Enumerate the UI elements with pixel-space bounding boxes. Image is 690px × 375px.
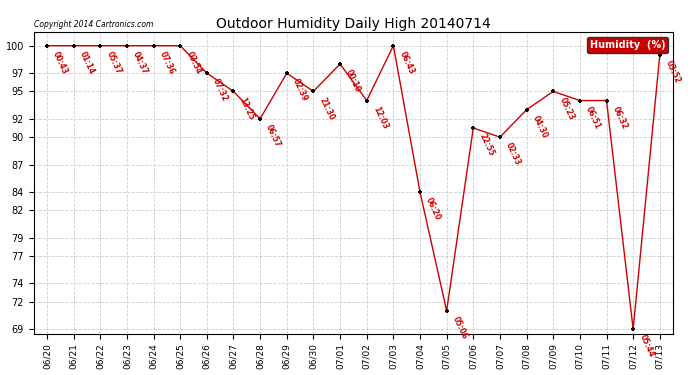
Point xyxy=(308,88,319,94)
Text: 06:51: 06:51 xyxy=(584,105,602,130)
Text: Copyright 2014 Cartronics.com: Copyright 2014 Cartronics.com xyxy=(34,20,153,29)
Legend: Humidity  (%): Humidity (%) xyxy=(586,37,668,52)
Text: 04:37: 04:37 xyxy=(131,50,150,76)
Point xyxy=(228,88,239,94)
Text: 04:30: 04:30 xyxy=(531,114,549,140)
Point xyxy=(41,43,52,49)
Text: 01:14: 01:14 xyxy=(78,50,96,75)
Text: 02:33: 02:33 xyxy=(504,141,522,167)
Text: 21:30: 21:30 xyxy=(317,96,336,121)
Point xyxy=(441,308,452,314)
Text: 05:23: 05:23 xyxy=(558,96,575,121)
Point xyxy=(574,98,585,104)
Point xyxy=(415,189,426,195)
Point xyxy=(335,61,346,67)
Point xyxy=(175,43,186,49)
Point xyxy=(628,326,639,332)
Point xyxy=(548,88,559,94)
Point xyxy=(654,52,665,58)
Point xyxy=(95,43,106,49)
Text: 00:43: 00:43 xyxy=(51,50,70,75)
Point xyxy=(255,116,266,122)
Text: 00:10: 00:10 xyxy=(344,68,362,94)
Point xyxy=(468,125,479,131)
Point xyxy=(201,70,213,76)
Point xyxy=(68,43,79,49)
Text: 06:32: 06:32 xyxy=(611,105,629,130)
Text: 13:25: 13:25 xyxy=(237,96,256,121)
Point xyxy=(148,43,159,49)
Title: Outdoor Humidity Daily High 20140714: Outdoor Humidity Daily High 20140714 xyxy=(216,17,491,31)
Text: 03:52: 03:52 xyxy=(664,59,682,84)
Text: 05:37: 05:37 xyxy=(104,50,123,75)
Point xyxy=(521,107,532,113)
Point xyxy=(495,134,506,140)
Text: 22:55: 22:55 xyxy=(477,132,495,158)
Text: 05:06: 05:06 xyxy=(451,315,469,340)
Text: 12:03: 12:03 xyxy=(371,105,389,130)
Text: 02:39: 02:39 xyxy=(291,77,309,103)
Point xyxy=(601,98,612,104)
Point xyxy=(388,43,399,49)
Text: 06:20: 06:20 xyxy=(424,196,442,222)
Text: 07:32: 07:32 xyxy=(211,77,229,103)
Point xyxy=(121,43,132,49)
Text: 05:44: 05:44 xyxy=(638,333,656,359)
Text: 06:57: 06:57 xyxy=(264,123,283,148)
Text: 07:36: 07:36 xyxy=(158,50,176,76)
Text: 06:43: 06:43 xyxy=(397,50,416,75)
Point xyxy=(282,70,293,76)
Text: 03:54: 03:54 xyxy=(184,50,203,75)
Point xyxy=(361,98,372,104)
